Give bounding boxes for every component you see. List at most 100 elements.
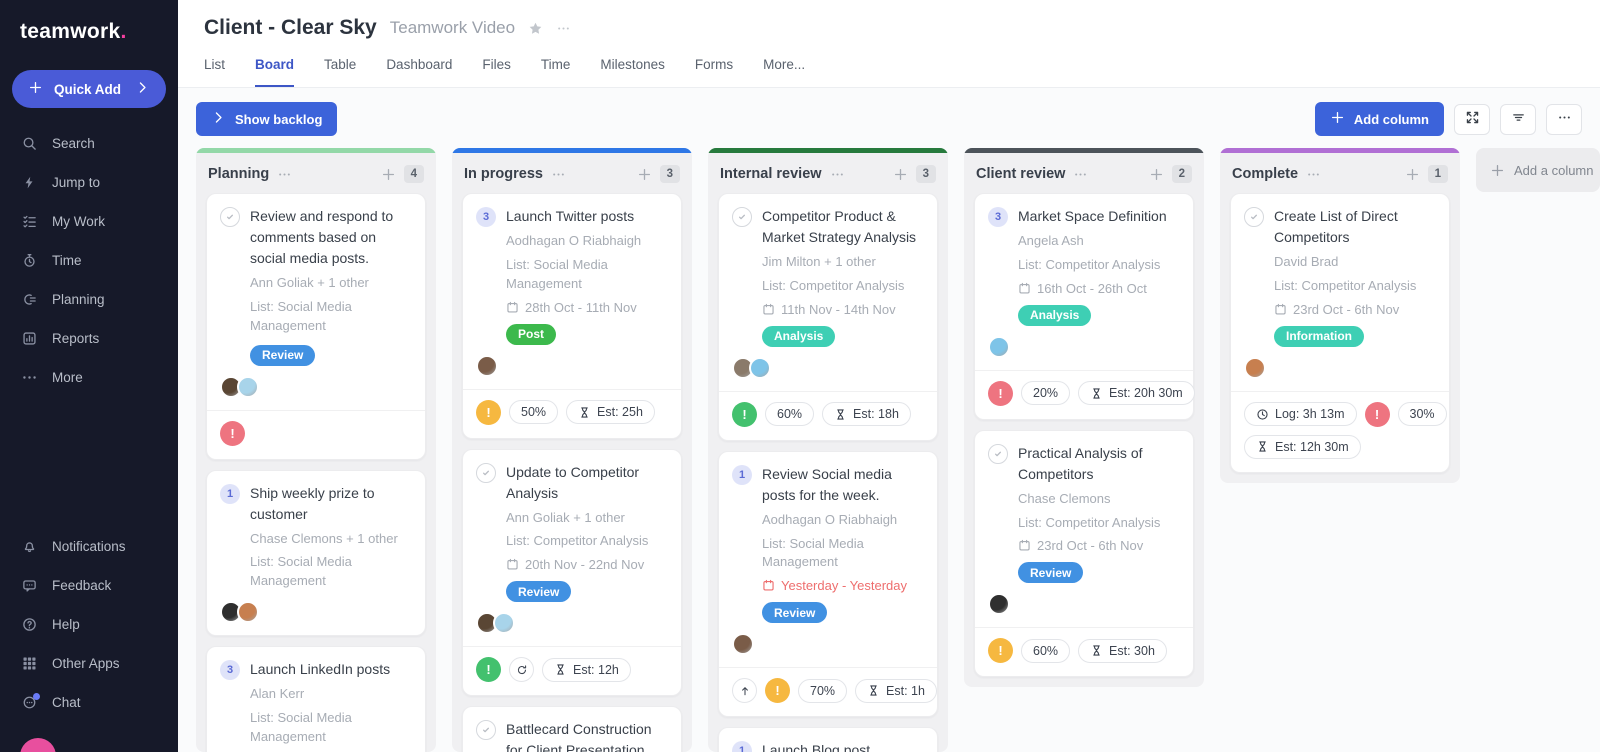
task-tag[interactable]: Review [762, 602, 828, 624]
show-backlog-button[interactable]: Show backlog [196, 102, 338, 136]
task-title[interactable]: Launch Twitter posts [506, 208, 635, 224]
task-complete-toggle[interactable] [988, 443, 1008, 464]
tab-more[interactable]: More... [763, 57, 806, 72]
plus-icon[interactable] [1149, 167, 1164, 182]
task-card[interactable]: 3 Market Space Definition Angela Ash List: … [974, 193, 1195, 420]
sidebar-item-chat[interactable]: Chat [0, 683, 178, 722]
board-options-button[interactable] [1546, 103, 1582, 135]
column-header: Internal review 3 [708, 153, 948, 193]
task-title[interactable]: Launch LinkedIn posts [250, 661, 391, 678]
arrow-up-icon[interactable] [732, 678, 757, 704]
task-card[interactable]: 1 Review Social media posts for the week.… [718, 450, 938, 718]
tab-board[interactable]: Board [255, 57, 295, 87]
task-card[interactable]: Create List of Direct Competitors David B… [1230, 193, 1450, 473]
task-card[interactable]: 3 Launch LinkedIn posts Alan Kerr List: Soc… [206, 646, 426, 752]
add-column-button[interactable]: Add column [1314, 102, 1444, 136]
add-a-column-button[interactable]: Add a column [1476, 148, 1600, 192]
task-tag[interactable]: Post [506, 323, 557, 345]
dots-sm-icon[interactable] [551, 167, 566, 182]
dots-sm-icon[interactable] [830, 167, 845, 182]
expand-board-button[interactable] [1454, 103, 1490, 135]
user-avatar[interactable] [20, 738, 56, 752]
task-card-head: Review and respond to comments based on … [220, 206, 412, 366]
task-tag[interactable]: Analysis [762, 325, 836, 347]
more-options-icon[interactable] [556, 21, 571, 36]
unread-dot [33, 693, 40, 700]
repeat-icon[interactable] [509, 657, 534, 683]
sidebar-item-help[interactable]: Help [0, 605, 178, 644]
sidebar-item-planning[interactable]: Planning [0, 280, 178, 319]
task-tag[interactable]: Review [1018, 562, 1084, 584]
column-color-bar [196, 148, 436, 153]
task-card[interactable]: 3 Launch Twitter posts Aodhagan O Riabhaig… [462, 193, 682, 439]
dots-sm-icon[interactable] [1306, 167, 1321, 182]
tab-table[interactable]: Table [324, 57, 357, 72]
plus-icon[interactable] [1405, 167, 1420, 182]
sidebar-item-jump-to[interactable]: Jump to [0, 163, 178, 202]
sidebar-item-reports[interactable]: Reports [0, 319, 178, 358]
tab-dashboard[interactable]: Dashboard [386, 57, 453, 72]
task-title[interactable]: Create List of Direct Competitors [1274, 208, 1398, 245]
task-card-body: Launch Twitter posts Aodhagan O Riabhaigh… [506, 206, 668, 345]
task-dates-text: 23rd Oct - 6th Nov [1293, 301, 1400, 317]
quick-add-button[interactable]: Quick Add [12, 70, 166, 108]
more-options-icon [1557, 110, 1572, 128]
tab-milestones[interactable]: Milestones [600, 57, 665, 72]
task-title[interactable]: Review and respond to comments based on … [250, 208, 394, 266]
task-list: List: Social Media Management [762, 535, 864, 570]
plus-icon [28, 80, 43, 98]
task-assignees: David Brad [1274, 254, 1339, 269]
task-complete-toggle[interactable] [732, 207, 752, 227]
sidebar-item-other-apps[interactable]: Other Apps [0, 644, 178, 683]
sidebar-item-my-work[interactable]: My Work [0, 202, 178, 241]
page-subtitle: Teamwork Video [389, 18, 516, 37]
sidebar-item-more[interactable]: More [0, 358, 178, 397]
task-title[interactable]: Battlecard Construction for Client Prese… [506, 721, 652, 752]
task-card[interactable]: Update to Competitor Analysis Ann Goliak … [462, 448, 682, 697]
footer-row: ! [220, 420, 412, 446]
sidebar-item-search[interactable]: Search [0, 124, 178, 163]
pill-label: Est: 20h 30m [1109, 386, 1183, 401]
task-title[interactable]: Market Space Definition [1018, 208, 1167, 224]
task-card[interactable]: Practical Analysis of Competitors Chase C… [974, 429, 1194, 678]
calendar-icon [506, 558, 519, 571]
estimate-pill: Est: 12h 30m [1244, 434, 1361, 459]
plus-icon[interactable] [381, 167, 396, 182]
task-card[interactable]: Review and respond to comments based on … [206, 193, 426, 460]
task-tag[interactable]: Analysis [1018, 304, 1092, 326]
task-title[interactable]: Review Social media posts for the week. [762, 465, 892, 503]
task-complete-toggle[interactable] [1244, 207, 1264, 227]
task-title[interactable]: Update to Competitor Analysis [506, 463, 640, 501]
task-card[interactable]: Battlecard Construction for Client Prese… [462, 706, 682, 752]
task-title[interactable]: Ship weekly prize to customer [250, 484, 375, 522]
star-icon[interactable] [528, 21, 543, 36]
sidebar-item-feedback[interactable]: Feedback [0, 566, 178, 605]
task-title[interactable]: Launch Blog post [762, 742, 871, 752]
task-card[interactable]: 1 Ship weekly prize to customer Chase Clem… [206, 469, 426, 637]
calendar-icon [1018, 282, 1031, 295]
task-card[interactable]: 1 Launch Blog postCharles Winthrope + 1 o… [718, 727, 938, 752]
task-card[interactable]: Competitor Product & Market Strategy Ana… [718, 193, 938, 441]
task-tag[interactable]: Review [506, 581, 572, 603]
task-title[interactable]: Competitor Product & Market Strategy Ana… [762, 208, 917, 245]
task-tag[interactable]: Information [1274, 325, 1364, 347]
plus-icon[interactable] [893, 167, 908, 182]
tab-files[interactable]: Files [482, 57, 511, 72]
filter-button[interactable] [1500, 103, 1536, 135]
dots-sm-icon[interactable] [277, 167, 292, 182]
tab-forms[interactable]: Forms [694, 57, 734, 72]
sidebar-item-time[interactable]: Time [0, 241, 178, 280]
task-dates: 23rd Oct - 6th Nov [1274, 302, 1436, 317]
dots-sm-icon[interactable] [1073, 167, 1088, 182]
task-title[interactable]: Practical Analysis of Competitors [1018, 444, 1143, 482]
task-complete-toggle[interactable] [476, 720, 496, 741]
sidebar-item-notifications[interactable]: Notifications [0, 527, 178, 566]
calendar-icon [1018, 539, 1031, 552]
task-tag[interactable]: Review [250, 344, 316, 366]
tab-time[interactable]: Time [540, 57, 571, 72]
plus-icon[interactable] [637, 167, 652, 182]
task-complete-toggle[interactable] [476, 462, 496, 483]
task-complete-toggle[interactable] [220, 207, 240, 227]
avatar [1244, 356, 1266, 379]
tab-list[interactable]: List [204, 57, 226, 72]
